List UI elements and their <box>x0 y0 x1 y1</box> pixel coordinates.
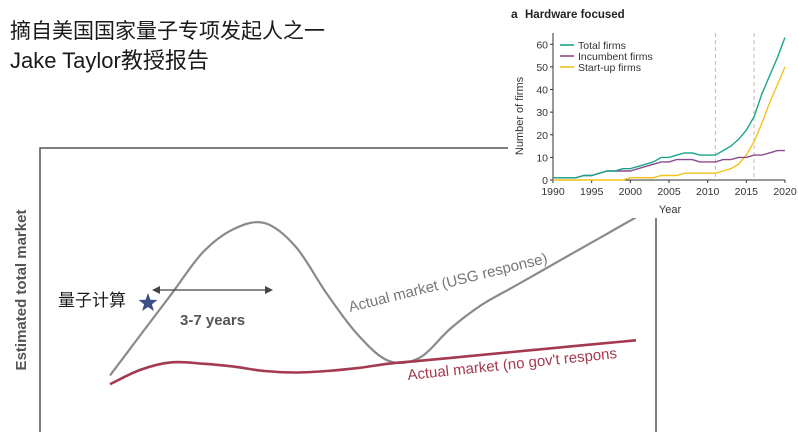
inset-title: Hardware focused <box>525 9 625 21</box>
inset-x-tick-label: 2010 <box>696 186 720 198</box>
panel-label: a <box>511 7 518 21</box>
interval-annotation: 3-7 years <box>152 286 273 329</box>
inset-xlabel: Year <box>659 204 682 216</box>
main-chart-frame <box>39 147 657 432</box>
quantum-star-marker <box>138 293 158 311</box>
inset-y-tick-label: 0 <box>542 175 548 187</box>
inset-x-tick-label: 1995 <box>580 186 604 198</box>
inset-x-tick-label: 2015 <box>735 186 759 198</box>
main-chart-ylabel: Estimated total market <box>13 210 30 371</box>
inset-x-tick-label: 2020 <box>773 186 797 198</box>
inset-y-tick-label: 40 <box>536 85 548 97</box>
inset-x-tick-label: 1990 <box>541 186 565 198</box>
slide-title-line2: Jake Taylor教授报告 <box>10 48 209 73</box>
inset-y-tick-label: 20 <box>536 130 548 142</box>
interval-label: 3-7 years <box>180 312 245 329</box>
inset-x-tick-label: 2005 <box>657 186 681 198</box>
interval-arrow-left <box>152 286 160 294</box>
slide-title-line1: 摘自美国国家量子专项发起人之一 <box>10 19 325 43</box>
hardware-firms-chart: a Hardware focused Number of firms Year … <box>508 0 798 218</box>
quantum-computing-label: 量子计算 <box>58 291 126 311</box>
interval-arrow-right <box>265 286 273 294</box>
usg-response-line <box>109 216 637 377</box>
inset-y-tick-label: 60 <box>536 39 548 51</box>
inset-series-line-0 <box>553 37 786 179</box>
inset-series-line-2 <box>553 66 786 181</box>
inset-ylabel: Number of firms <box>514 76 526 155</box>
legend-label: Total firms <box>578 40 626 52</box>
inset-y-tick-label: 50 <box>536 62 548 74</box>
inset-y-tick-label: 10 <box>536 152 548 164</box>
no-gov-response-line <box>109 339 637 386</box>
inset-x-tick-label: 2000 <box>619 186 643 198</box>
inset-y-tick-label: 30 <box>536 107 548 119</box>
legend-label: Incumbent firms <box>578 51 653 63</box>
legend-label: Start-up firms <box>578 62 641 74</box>
